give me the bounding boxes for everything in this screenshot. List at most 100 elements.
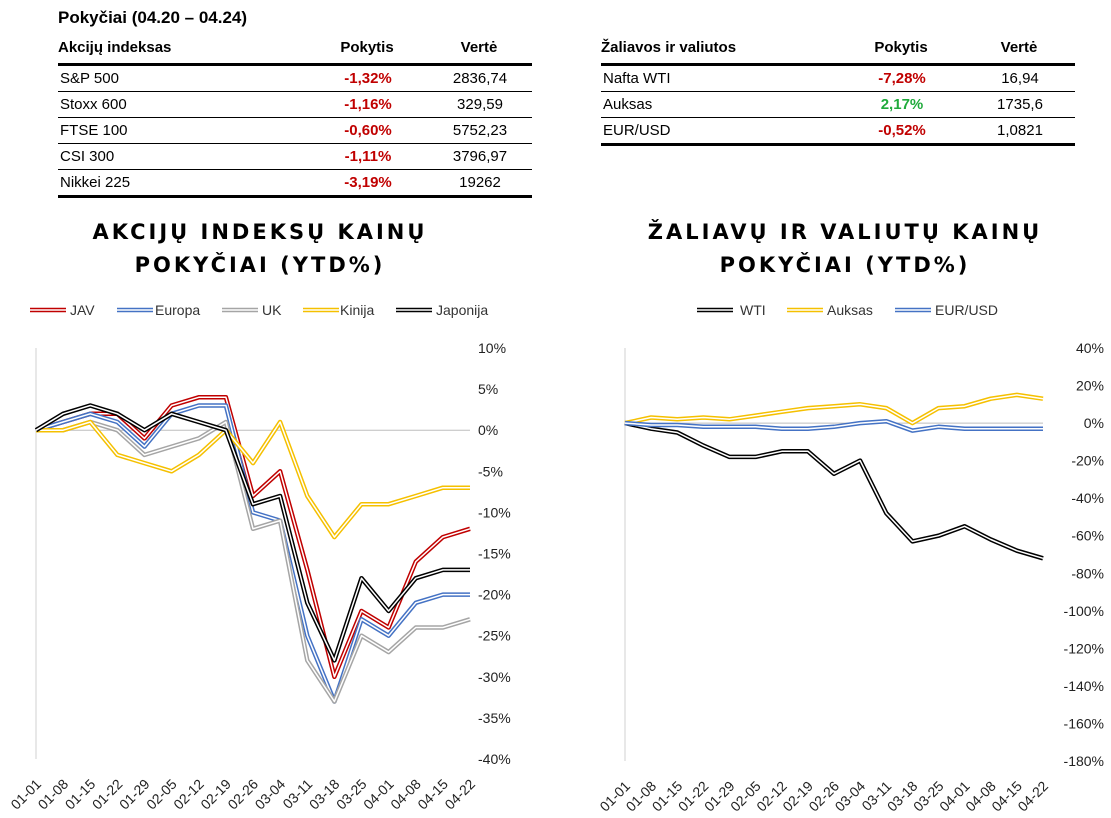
- row-change: -0,52%: [839, 117, 963, 146]
- chart-title-left-line-1: AKCIJŲ INDEKSŲ KAINŲ: [92, 220, 428, 244]
- right-y-tick-label: -80%: [1071, 565, 1104, 581]
- column-header-index: Akcijų indeksas: [58, 38, 172, 56]
- row-name: S&P 500: [58, 64, 308, 92]
- left-series-line-inner: [35, 404, 470, 662]
- row-change: 2,17%: [839, 91, 963, 118]
- left-series-line-inner: [36, 421, 470, 538]
- left-legend-label: UK: [262, 302, 282, 318]
- table-row: Stoxx 600 -1,16% 329,59: [58, 91, 532, 118]
- row-value: 3796,97: [426, 143, 532, 170]
- right-legend-label: WTI: [740, 302, 766, 318]
- chart-title-right-line-2: POKYČIAI (YTD%): [719, 253, 971, 277]
- page-title: Pokyčiai (04.20 – 04.24): [58, 8, 248, 27]
- left-series-line-inner: [35, 404, 470, 703]
- left-x-tick-label: 02-05: [143, 776, 180, 813]
- left-series-line-inner: [36, 421, 471, 703]
- left-x-tick-label: 04-08: [387, 776, 424, 813]
- left-legend-label: JAV: [70, 302, 95, 318]
- left-x-tick-label: 01-15: [62, 776, 99, 813]
- right-y-tick-label: 20%: [1076, 378, 1104, 394]
- left-y-tick-label: 0%: [478, 422, 498, 438]
- right-y-tick-label: -100%: [1064, 603, 1104, 619]
- left-legend-label: Europa: [155, 302, 200, 318]
- chart-title-left-line-2: POKYČIAI (YTD%): [134, 253, 386, 277]
- left-y-tick-label: 10%: [478, 340, 506, 356]
- left-series-line-inner: [35, 396, 471, 678]
- left-series-line-japonija: [34, 403, 470, 663]
- right-legend-label: Auksas: [827, 302, 873, 318]
- row-name: EUR/USD: [601, 117, 839, 146]
- left-y-tick-label: -40%: [478, 751, 511, 767]
- right-series-line-inner: [624, 420, 1043, 432]
- left-y-tick-label: -15%: [478, 546, 511, 562]
- table-row: CSI 300 -1,11% 3796,97: [58, 143, 532, 170]
- row-name: Stoxx 600: [58, 91, 308, 118]
- row-change: -1,11%: [308, 143, 426, 170]
- right-y-tick-label: -160%: [1064, 715, 1104, 731]
- right-series-line-inner: [624, 422, 1044, 560]
- table-row: FTSE 100 -0,60% 5752,23: [58, 117, 532, 144]
- right-y-tick-label: 0%: [1084, 415, 1104, 431]
- table-row: EUR/USD -0,52% 1,0821: [601, 117, 1075, 146]
- row-value: 16,94: [963, 64, 1075, 92]
- left-legend-label: Kinija: [340, 302, 374, 318]
- column-header-change: Pokytis: [340, 38, 394, 56]
- right-series-line-inner: [624, 394, 1044, 424]
- row-value: 1,0821: [963, 117, 1075, 146]
- table-header: Akcijų indeksas Pokytis Vertė: [58, 36, 532, 65]
- commodities-currencies-table: Žaliavos ir valiutos Pokytis Vertė Nafta…: [601, 36, 1075, 146]
- row-change: -7,28%: [839, 64, 963, 92]
- right-series-line-wti: [624, 420, 1044, 561]
- left-x-tick-label: 02-19: [197, 776, 234, 813]
- left-y-tick-label: -35%: [478, 710, 511, 726]
- left-x-tick-label: 01-29: [116, 776, 153, 813]
- left-x-tick-label: 04-01: [360, 776, 397, 813]
- row-change: -3,19%: [308, 169, 426, 198]
- right-y-tick-label: -20%: [1071, 453, 1104, 469]
- right-y-tick-label: -140%: [1064, 678, 1104, 694]
- left-y-tick-label: -5%: [478, 463, 503, 479]
- row-name: Nafta WTI: [601, 64, 839, 92]
- row-name: Auksas: [601, 91, 839, 118]
- row-value: 2836,74: [426, 64, 532, 92]
- right-y-tick-label: -120%: [1064, 640, 1104, 656]
- right-x-tick-label: 04-22: [1014, 778, 1051, 815]
- left-x-tick-label: 01-01: [7, 776, 44, 813]
- left-x-tick-label: 02-26: [224, 776, 261, 813]
- right-y-tick-label: -180%: [1064, 753, 1104, 769]
- row-value: 19262: [426, 169, 532, 198]
- right-x-tick-label: 03-04: [832, 778, 869, 815]
- left-legend-label: Japonija: [436, 302, 488, 318]
- right-y-tick-label: 40%: [1076, 340, 1104, 356]
- right-y-tick-label: -60%: [1071, 528, 1104, 544]
- right-legend-label: EUR/USD: [935, 302, 998, 318]
- row-value: 1735,6: [963, 91, 1075, 118]
- column-header-value: Vertė: [1000, 38, 1038, 56]
- chart-title-right: ŽALIAVŲ IR VALIUTŲ KAINŲ POKYČIAI (YTD%): [620, 216, 1070, 282]
- column-header-commodity: Žaliavos ir valiutos: [601, 38, 737, 56]
- right-y-tick-label: -40%: [1071, 490, 1104, 506]
- left-x-tick-label: 04-22: [441, 776, 478, 813]
- left-x-tick-label: 04-15: [414, 776, 451, 813]
- stock-index-table: Akcijų indeksas Pokytis Vertė S&P 500 -1,…: [58, 36, 532, 198]
- chart-title-left: AKCIJŲ INDEKSŲ KAINŲ POKYČIAI (YTD%): [40, 216, 480, 282]
- row-change: -0,60%: [308, 117, 426, 144]
- row-name: FTSE 100: [58, 117, 308, 144]
- left-y-tick-label: -10%: [478, 504, 511, 520]
- left-y-tick-label: -30%: [478, 669, 511, 685]
- row-name: CSI 300: [58, 143, 308, 170]
- left-x-tick-label: 01-08: [35, 776, 72, 813]
- left-x-tick-label: 03-18: [306, 776, 343, 813]
- left-y-tick-label: 5%: [478, 381, 498, 397]
- row-value: 329,59: [426, 91, 532, 118]
- row-change: -1,16%: [308, 91, 426, 118]
- table-row: Auksas 2,17% 1735,6: [601, 91, 1075, 118]
- table-row: S&P 500 -1,32% 2836,74: [58, 64, 532, 92]
- left-series-line-europa: [35, 403, 470, 704]
- column-header-value: Vertė: [460, 38, 498, 56]
- table-row: Nikkei 225 -3,19% 19262: [58, 169, 532, 198]
- row-change: -1,32%: [308, 64, 426, 92]
- left-y-tick-label: -20%: [478, 587, 511, 603]
- row-name: Nikkei 225: [58, 169, 308, 198]
